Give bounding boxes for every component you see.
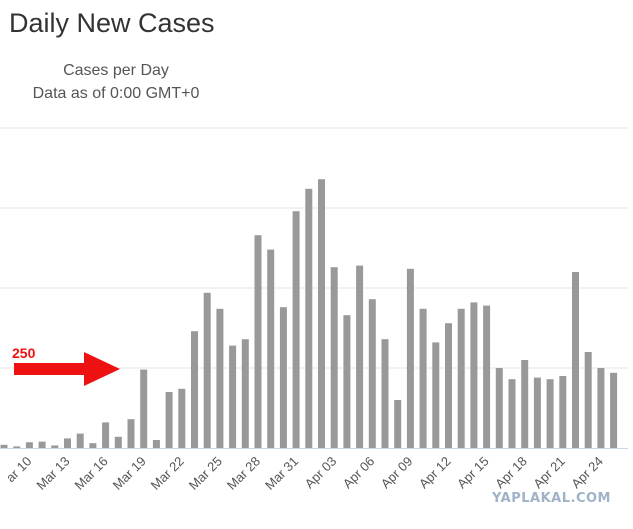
- bar[interactable]: [368, 299, 376, 448]
- bar[interactable]: [432, 342, 440, 448]
- x-tick-label: Mar 13: [33, 454, 72, 493]
- bar[interactable]: [38, 441, 46, 448]
- bar[interactable]: [508, 379, 516, 448]
- bar[interactable]: [394, 400, 402, 448]
- bar[interactable]: [381, 339, 389, 448]
- bar[interactable]: [13, 446, 21, 448]
- bar[interactable]: [610, 372, 618, 448]
- x-tick-label: Apr 06: [340, 454, 378, 492]
- bar[interactable]: [406, 268, 414, 448]
- bar[interactable]: [229, 345, 237, 448]
- bar[interactable]: [546, 379, 554, 448]
- bar[interactable]: [445, 323, 452, 448]
- bar[interactable]: [521, 360, 529, 448]
- bar[interactable]: [127, 419, 135, 448]
- x-tick-label: Apr 18: [492, 454, 530, 492]
- x-tick-label: Mar 22: [148, 454, 187, 493]
- bar[interactable]: [0, 444, 8, 448]
- bar[interactable]: [305, 188, 313, 449]
- annotation-label: 250: [12, 345, 36, 361]
- x-tick-label: Apr 21: [530, 454, 568, 492]
- bar[interactable]: [216, 308, 224, 448]
- bar[interactable]: [279, 307, 287, 448]
- chart-title: Daily New Cases: [9, 8, 215, 38]
- bar[interactable]: [292, 211, 300, 448]
- x-tick-label: Apr 12: [416, 454, 454, 492]
- bar[interactable]: [51, 445, 59, 448]
- x-tick-label: Mar 25: [186, 454, 225, 493]
- bar[interactable]: [533, 377, 541, 448]
- chart-subtitle: Cases per Day: [63, 62, 169, 79]
- x-tick-label: Apr 15: [454, 454, 492, 492]
- bar[interactable]: [356, 265, 364, 448]
- bar[interactable]: [584, 352, 592, 448]
- bar[interactable]: [267, 249, 275, 448]
- data-timestamp: Data as of 0:00 GMT+0: [32, 85, 200, 102]
- bar[interactable]: [343, 315, 351, 448]
- bar[interactable]: [495, 368, 503, 448]
- bar[interactable]: [483, 305, 491, 448]
- bar[interactable]: [191, 331, 198, 448]
- bar[interactable]: [140, 369, 148, 448]
- bar[interactable]: [152, 440, 160, 448]
- annotation-arrow: 250: [12, 345, 120, 386]
- x-tick-label: ar 10: [3, 454, 35, 486]
- bar[interactable]: [597, 368, 605, 448]
- red-arrow-icon: [14, 352, 120, 386]
- gridlines: [0, 127, 628, 369]
- bar[interactable]: [114, 436, 122, 448]
- bar[interactable]: [318, 179, 325, 448]
- bar[interactable]: [89, 443, 97, 448]
- bar[interactable]: [419, 308, 427, 448]
- bar[interactable]: [254, 235, 262, 448]
- bar[interactable]: [165, 392, 173, 448]
- bar[interactable]: [241, 339, 249, 448]
- bar[interactable]: [457, 308, 465, 448]
- x-tick-label: Mar 16: [71, 454, 110, 493]
- bars: [0, 179, 618, 449]
- x-tick-label: Apr 09: [378, 454, 416, 492]
- x-tick-label: Apr 03: [302, 454, 340, 492]
- bar[interactable]: [64, 438, 71, 448]
- watermark: YAPLAKAL.COM: [492, 491, 611, 506]
- bar[interactable]: [470, 302, 478, 448]
- bar[interactable]: [559, 376, 567, 448]
- x-tick-label: Apr 24: [568, 454, 606, 492]
- x-tick-label: Mar 28: [224, 454, 263, 493]
- bar[interactable]: [203, 292, 211, 448]
- bar[interactable]: [178, 388, 186, 448]
- bar[interactable]: [76, 433, 84, 448]
- bar[interactable]: [25, 442, 33, 448]
- bar[interactable]: [102, 422, 110, 448]
- bar[interactable]: [330, 267, 338, 448]
- x-tick-label: Mar 31: [262, 454, 301, 493]
- bar[interactable]: [572, 272, 579, 448]
- x-tick-label: Mar 19: [110, 454, 149, 493]
